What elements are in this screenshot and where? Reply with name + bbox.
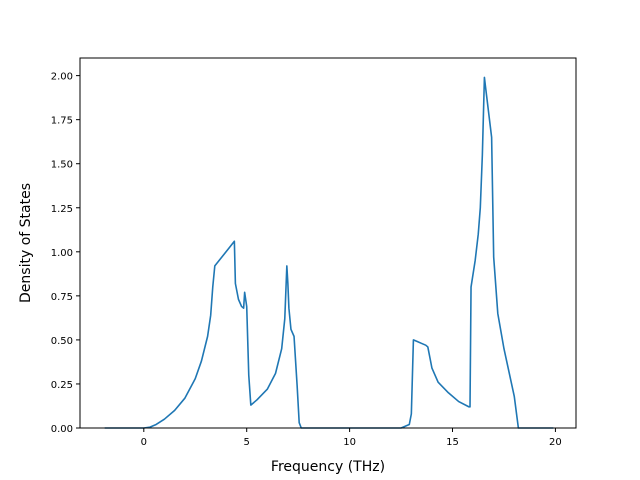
ticks-layer: 0 5 10 15 20 0.00 0.25 0.50 0.75 1.00 1.25 1.50 1.75… [51, 72, 562, 448]
dos-series-line [104, 76, 554, 429]
plot-area [80, 58, 576, 428]
axes-frame [79, 57, 577, 429]
x-tick-label: 0 [141, 437, 147, 448]
series-layer [104, 76, 554, 429]
y-tick-label: 0.00 [51, 424, 73, 435]
x-tick-label: 20 [549, 437, 562, 448]
y-tick-label: 0.25 [51, 380, 73, 391]
y-tick-label: 1.50 [51, 160, 73, 171]
y-axis-label: Density of States [18, 183, 34, 303]
y-tick-label: 2.00 [51, 72, 73, 83]
x-tick-label: 10 [343, 437, 356, 448]
x-tick-label: 5 [244, 437, 250, 448]
x-tick-label: 15 [446, 437, 459, 448]
y-tick-label: 0.75 [51, 292, 73, 303]
y-tick-label: 0.50 [51, 336, 73, 347]
y-tick-label: 1.75 [51, 116, 73, 127]
x-axis-label: Frequency (THz) [271, 459, 385, 475]
y-tick-label: 1.00 [51, 248, 73, 259]
y-tick-label: 1.25 [51, 204, 73, 215]
